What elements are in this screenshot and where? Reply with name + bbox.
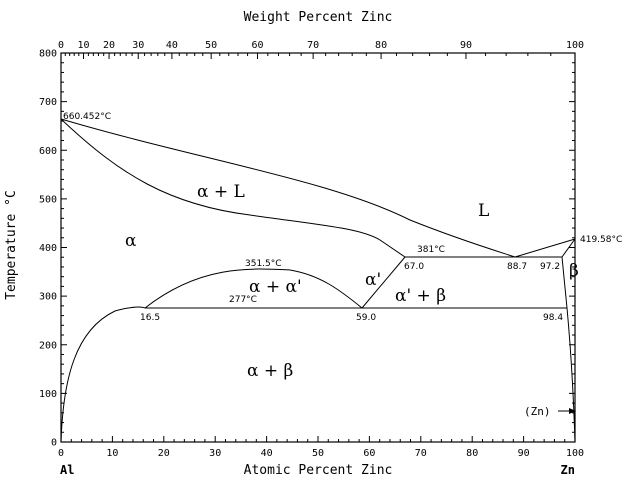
- bottom-axis-ticks: 0 10 20 30 40 50 60 70 80 90 100: [58, 436, 584, 459]
- top-tick-label: 50: [205, 40, 217, 51]
- zn-liquidus: [514, 238, 576, 258]
- bottom-axis-title: Atomic Percent Zinc: [244, 463, 393, 478]
- alpha-prime-right-boundary: [361, 256, 406, 309]
- alpha-solvus-curve: [60, 306, 146, 443]
- bottom-tick-label: 0: [58, 448, 64, 459]
- right-axis-ticks: [569, 52, 575, 443]
- composition-590-label: 59.0: [356, 313, 376, 323]
- bottom-tick-label: 10: [106, 448, 118, 459]
- liquidus-curve: [60, 118, 516, 258]
- composition-67-label: 67.0: [404, 262, 424, 272]
- bottom-tick-label: 40: [261, 448, 273, 459]
- top-axis-title: Weight Percent Zinc: [244, 10, 393, 25]
- left-tick-label: 100: [39, 389, 57, 400]
- monotectoid-temp-label: 381°C: [417, 245, 445, 255]
- zn-solvus-lower: [566, 307, 576, 443]
- bottom-tick-label: 60: [363, 448, 375, 459]
- top-tick-label: 90: [460, 40, 472, 51]
- phase-label-alpha-prime-beta: α' + β: [395, 286, 446, 306]
- bottom-tick-label: 30: [209, 448, 221, 459]
- top-tick-label: 0: [58, 40, 64, 51]
- phase-label-alpha-l: α + L: [197, 182, 245, 202]
- solidus-curve: [60, 118, 406, 258]
- bottom-tick-label: 80: [466, 448, 478, 459]
- bottom-tick-label: 70: [415, 448, 427, 459]
- zn-solid-arrowhead: [569, 408, 576, 414]
- bottom-tick-label: 20: [158, 448, 170, 459]
- miscibility-max-label: 351.5°C: [245, 259, 282, 269]
- al-melting-label: 660.452°C: [63, 112, 111, 122]
- left-tick-label: 200: [39, 340, 57, 351]
- bottom-tick-label: 90: [518, 448, 530, 459]
- right-end-label: Zn: [561, 463, 575, 477]
- zn-solvus-upper: [561, 256, 568, 309]
- top-tick-label: 30: [132, 40, 144, 51]
- left-axis-ticks: 0 100 200 300 400 500 600 700 800: [39, 49, 67, 449]
- left-end-label: Al: [60, 463, 74, 477]
- phase-label-alpha-alpha-prime: α + α': [249, 277, 302, 297]
- eutectoid-temp-label: 277°C: [229, 295, 257, 305]
- top-tick-label: 70: [307, 40, 319, 51]
- left-tick-label: 400: [39, 243, 57, 254]
- left-tick-label: 300: [39, 292, 57, 303]
- composition-887-label: 88.7: [507, 262, 527, 272]
- left-axis-title: Temperature °C: [4, 190, 19, 300]
- bottom-tick-label: 100: [566, 448, 584, 459]
- composition-165-label: 16.5: [140, 313, 160, 323]
- phase-label-alpha: α: [125, 231, 137, 251]
- top-tick-label: 80: [375, 40, 387, 51]
- left-tick-label: 600: [39, 146, 57, 157]
- top-axis-ticks: 0 10 20 30 40 50 60 70 80 90 100: [58, 40, 584, 59]
- phase-label-liquid: L: [478, 201, 489, 221]
- phase-label-beta: β: [569, 261, 579, 281]
- plot-frame: [60, 52, 576, 443]
- top-tick-label: 40: [166, 40, 178, 51]
- miscibility-gap-curve: [144, 268, 363, 309]
- phase-boundaries: [60, 118, 576, 443]
- phase-label-alpha-beta: α + β: [247, 361, 293, 381]
- left-tick-label: 800: [39, 49, 57, 60]
- top-tick-label: 60: [251, 40, 263, 51]
- left-tick-label: 500: [39, 194, 57, 205]
- zn-solidus: [561, 238, 576, 258]
- bottom-tick-label: 50: [312, 448, 324, 459]
- composition-972-label: 97.2: [540, 262, 560, 272]
- top-tick-label: 100: [566, 40, 584, 51]
- left-tick-label: 0: [51, 438, 57, 449]
- left-tick-label: 700: [39, 97, 57, 108]
- composition-984-label: 98.4: [543, 313, 563, 323]
- zn-melting-label: 419.58°C: [580, 235, 622, 245]
- phase-label-alpha-prime: α': [365, 270, 381, 290]
- top-tick-label: 10: [78, 40, 90, 51]
- phase-label-zn-solid: (Zn): [524, 405, 551, 418]
- top-tick-label: 20: [103, 40, 115, 51]
